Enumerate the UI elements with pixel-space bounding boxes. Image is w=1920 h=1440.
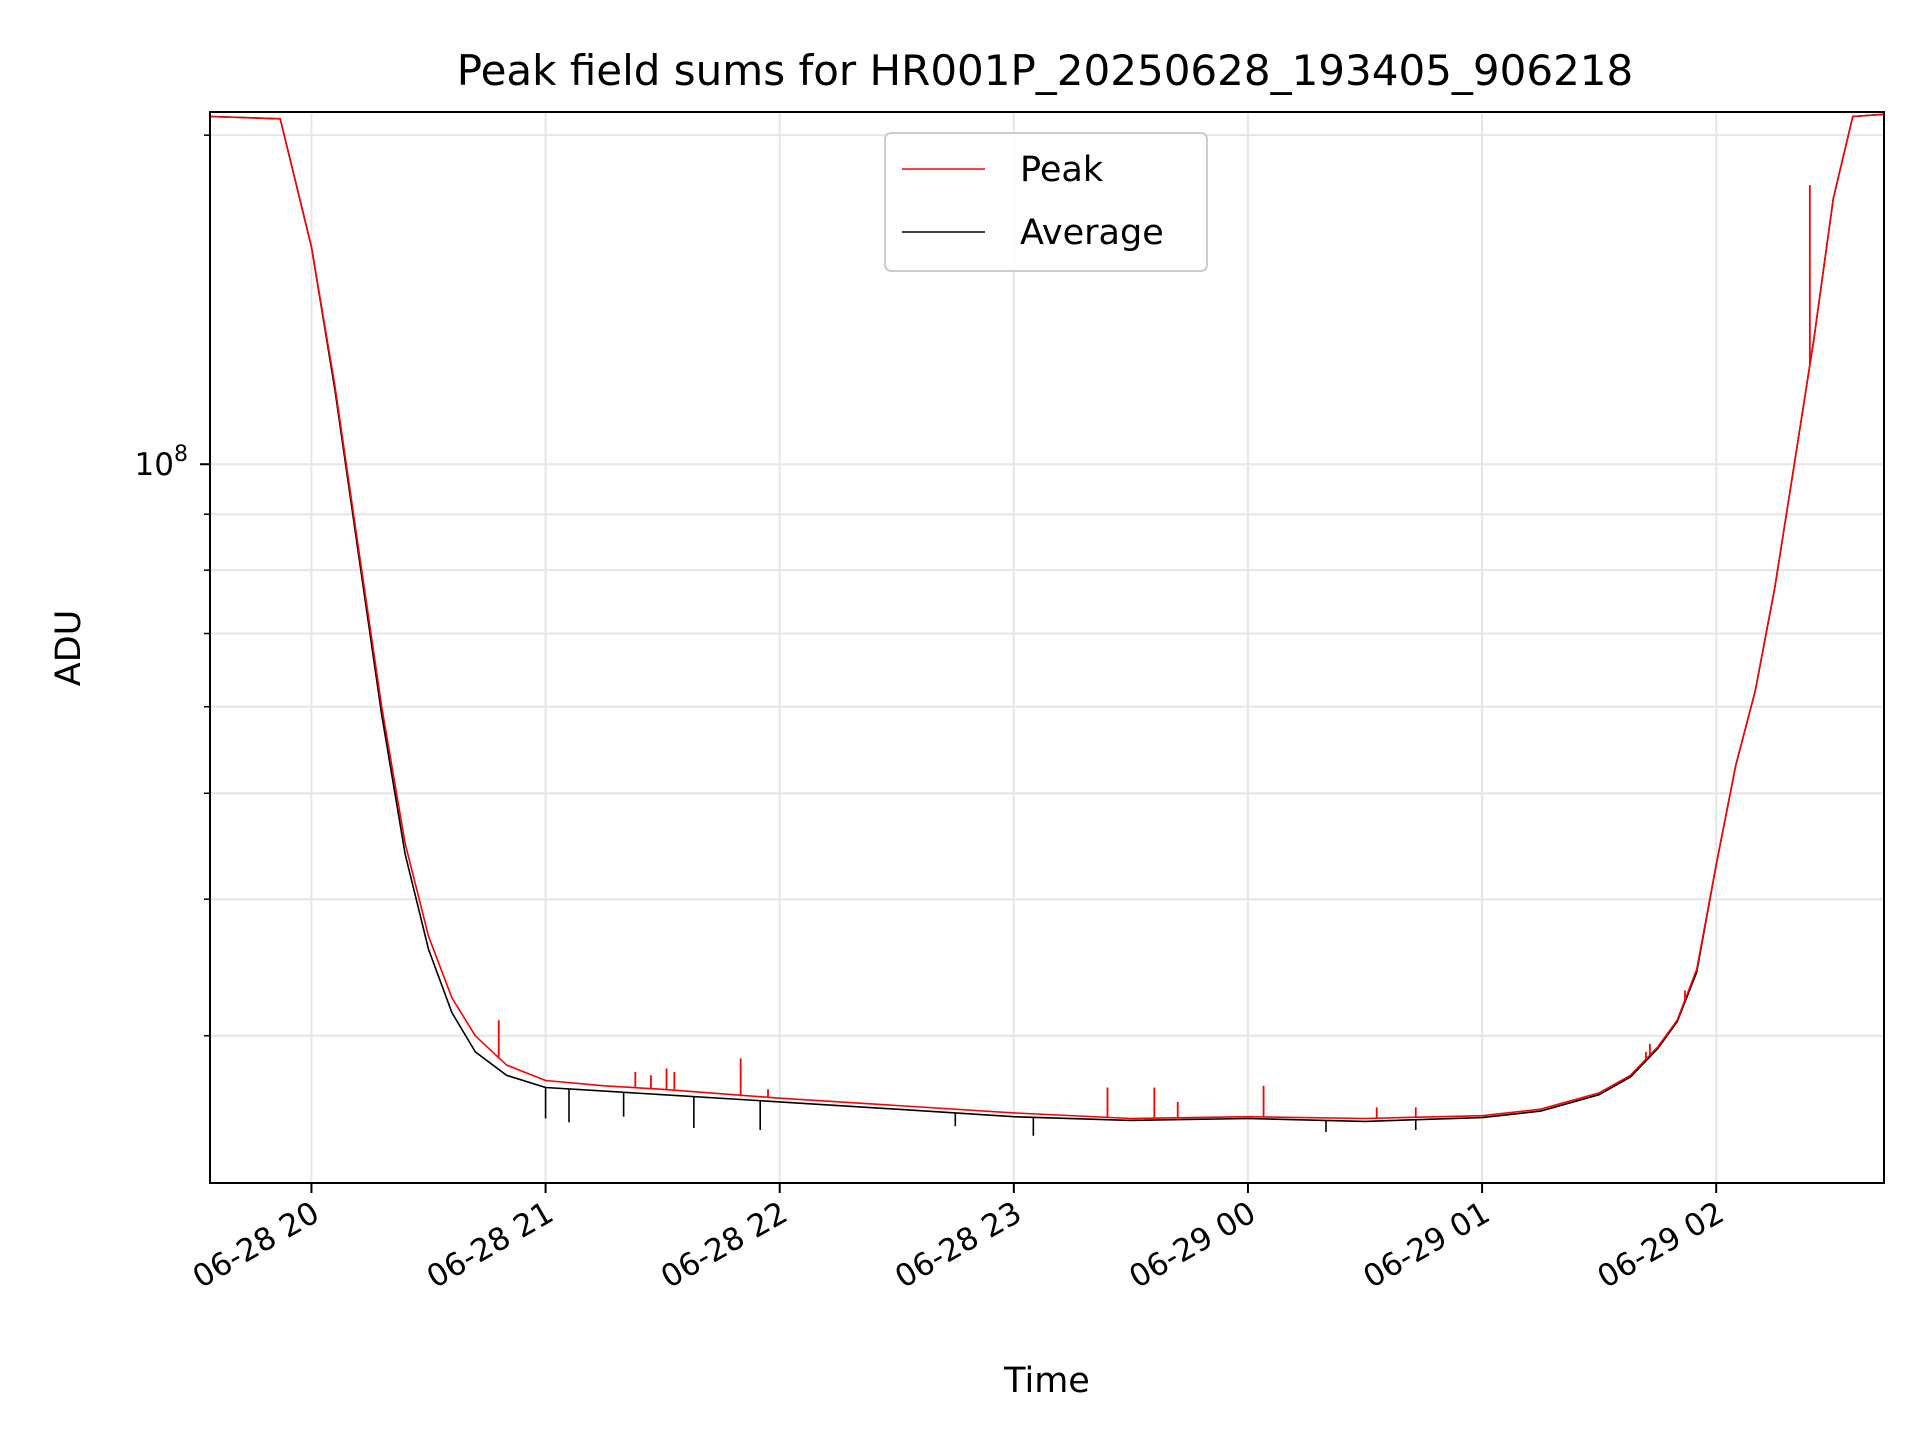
legend-box: [884, 132, 1208, 272]
grid-lines: [210, 112, 1884, 1183]
legend: Peak Average: [884, 132, 1208, 272]
legend-label-average: Average: [1020, 213, 1164, 253]
legend-label-peak: Peak: [1020, 150, 1104, 190]
plot-frame: [209, 111, 1885, 1184]
plot-series: [209, 113, 1885, 1136]
series-line-peak: [209, 113, 1885, 1120]
y-tick-label: 108: [135, 442, 188, 483]
chart-title: Peak field sums for HR001P_20250628_1934…: [457, 46, 1634, 95]
y-axis-label: ADU: [49, 610, 89, 687]
y-axis: 108: [135, 134, 210, 1037]
x-axis-label: Time: [1003, 1361, 1090, 1401]
